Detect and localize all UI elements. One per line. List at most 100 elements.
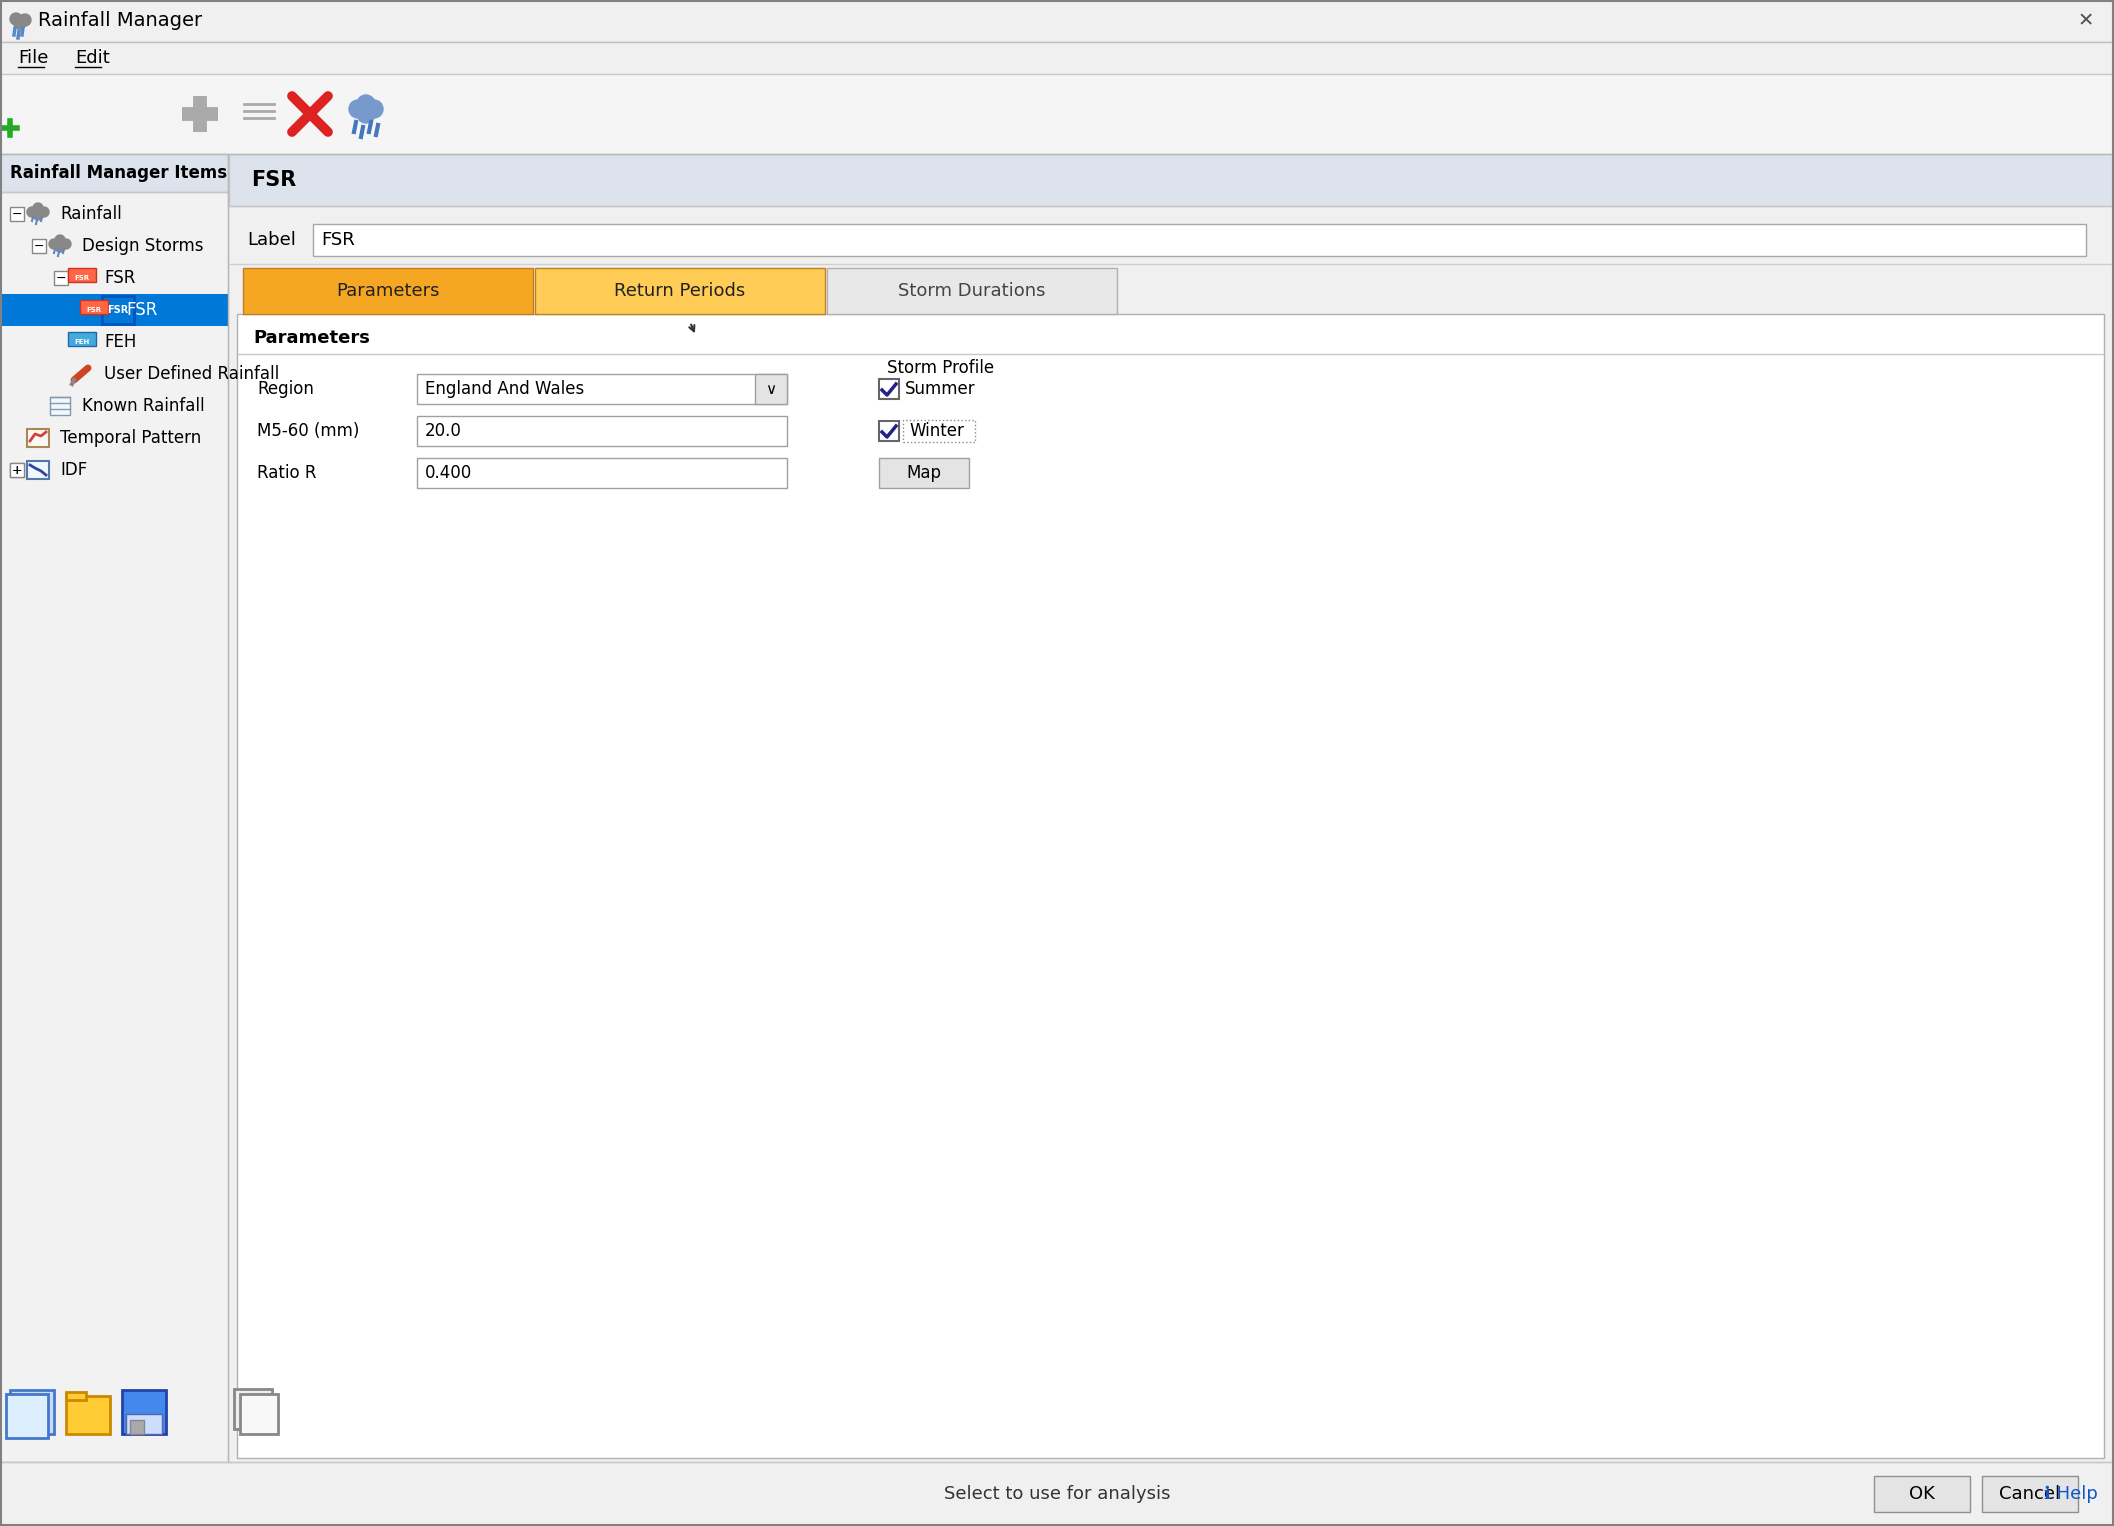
Bar xyxy=(129,1421,144,1434)
Text: England And Wales: England And Wales xyxy=(425,380,583,398)
Text: 0.400: 0.400 xyxy=(425,464,471,482)
Bar xyxy=(0,73,2114,154)
Text: −: − xyxy=(13,208,23,220)
Bar xyxy=(123,1390,167,1434)
Text: OK: OK xyxy=(1909,1485,1934,1503)
Text: Ratio R: Ratio R xyxy=(258,464,317,482)
Circle shape xyxy=(19,14,32,26)
Bar xyxy=(66,1392,87,1399)
Text: Parameters: Parameters xyxy=(336,282,440,301)
Bar xyxy=(0,154,228,192)
Text: Parameters: Parameters xyxy=(254,330,370,346)
Circle shape xyxy=(61,240,72,249)
Text: FSR: FSR xyxy=(104,269,135,287)
Circle shape xyxy=(34,203,42,214)
Text: FSR: FSR xyxy=(87,307,101,313)
Bar xyxy=(0,0,2114,43)
Bar xyxy=(0,1462,2114,1526)
Bar xyxy=(228,154,2114,206)
Circle shape xyxy=(85,269,91,275)
Circle shape xyxy=(357,105,374,124)
Text: Label: Label xyxy=(247,230,296,249)
Text: FSR: FSR xyxy=(321,230,355,249)
Text: ✕: ✕ xyxy=(2078,12,2095,31)
Bar xyxy=(903,420,975,443)
Text: FEH: FEH xyxy=(74,339,89,345)
Text: FEH: FEH xyxy=(104,333,137,351)
Circle shape xyxy=(93,304,99,310)
Bar xyxy=(1983,1476,2078,1512)
Text: Rainfall: Rainfall xyxy=(59,204,123,223)
Bar xyxy=(827,269,1116,314)
Bar xyxy=(32,240,47,253)
Circle shape xyxy=(97,301,104,307)
Circle shape xyxy=(34,211,42,220)
Bar xyxy=(416,374,786,404)
Bar xyxy=(11,1390,55,1434)
Bar xyxy=(55,272,68,285)
Text: Temporal Pattern: Temporal Pattern xyxy=(59,429,201,447)
Bar xyxy=(127,1415,163,1434)
Bar xyxy=(66,1396,110,1434)
Bar xyxy=(879,421,898,441)
Text: IDF: IDF xyxy=(59,461,87,479)
Text: Select to use for analysis: Select to use for analysis xyxy=(943,1485,1171,1503)
Bar xyxy=(68,333,95,346)
Bar xyxy=(416,417,786,446)
Text: M5-60 (mm): M5-60 (mm) xyxy=(258,423,359,439)
Text: FSR: FSR xyxy=(127,301,156,319)
Text: Winter: Winter xyxy=(909,423,964,439)
Text: −: − xyxy=(34,240,44,252)
Text: FSR: FSR xyxy=(108,305,129,314)
Bar xyxy=(68,269,95,282)
Circle shape xyxy=(11,14,21,24)
Text: Edit: Edit xyxy=(74,49,110,67)
Bar xyxy=(879,378,898,398)
Text: User Defined Rainfall: User Defined Rainfall xyxy=(104,365,279,383)
Circle shape xyxy=(38,208,49,217)
Circle shape xyxy=(76,269,82,275)
Circle shape xyxy=(27,208,38,217)
Text: Rainfall Manager Items: Rainfall Manager Items xyxy=(11,163,226,182)
Bar xyxy=(243,269,533,314)
Text: Design Storms: Design Storms xyxy=(82,237,203,255)
Text: Storm Durations: Storm Durations xyxy=(898,282,1046,301)
Bar xyxy=(11,462,23,478)
Circle shape xyxy=(357,95,374,113)
Bar xyxy=(755,374,786,404)
Bar xyxy=(11,462,23,478)
Text: Cancel: Cancel xyxy=(2000,1485,2061,1503)
Circle shape xyxy=(80,272,87,278)
Bar xyxy=(101,296,133,324)
Text: Storm Profile: Storm Profile xyxy=(888,359,994,377)
Bar xyxy=(241,1393,279,1434)
Text: Summer: Summer xyxy=(905,380,977,398)
Text: ∨: ∨ xyxy=(765,382,776,397)
Circle shape xyxy=(89,301,93,307)
Bar xyxy=(0,43,2114,73)
Bar xyxy=(535,269,824,314)
Bar xyxy=(235,1389,273,1428)
Bar xyxy=(1873,1476,1970,1512)
Bar xyxy=(0,295,228,327)
Circle shape xyxy=(55,243,66,252)
Circle shape xyxy=(49,240,59,249)
Bar xyxy=(11,208,23,221)
Bar xyxy=(416,458,786,488)
Text: FSR: FSR xyxy=(252,169,296,191)
Text: 20.0: 20.0 xyxy=(425,423,461,439)
Text: −: − xyxy=(55,272,66,284)
Bar xyxy=(27,461,49,479)
Bar xyxy=(6,1393,49,1437)
Bar xyxy=(237,314,2103,1457)
Text: Map: Map xyxy=(907,464,941,482)
Circle shape xyxy=(15,17,25,29)
Text: Rainfall Manager: Rainfall Manager xyxy=(38,12,203,31)
Circle shape xyxy=(366,101,383,118)
Circle shape xyxy=(349,101,368,118)
Text: +: + xyxy=(13,464,23,476)
Text: Known Rainfall: Known Rainfall xyxy=(82,397,205,415)
Circle shape xyxy=(55,235,66,246)
Text: Region: Region xyxy=(258,380,313,398)
Text: FSR: FSR xyxy=(74,275,89,281)
